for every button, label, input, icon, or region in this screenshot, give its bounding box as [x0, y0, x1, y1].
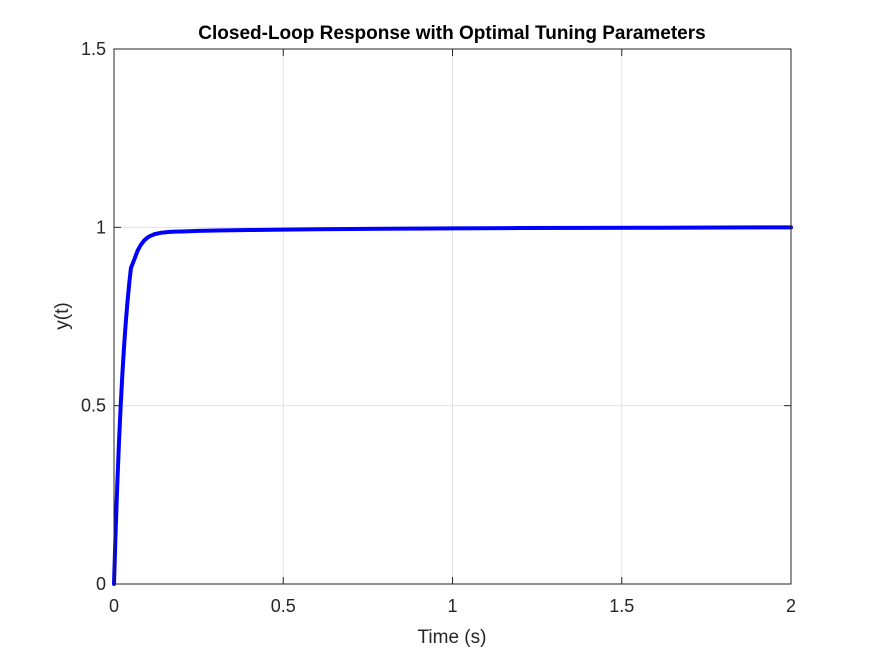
x-tick-label: 0.5: [271, 596, 296, 616]
series-layer: [112, 225, 793, 586]
ticks: 0 0.5 1 1.5 2 0 0.5 1 1.5: [81, 39, 796, 616]
x-tick-label: 0: [109, 596, 119, 616]
series-line: [112, 225, 793, 586]
chart-title: Closed-Loop Response with Optimal Tuning…: [198, 23, 705, 44]
x-tick-label: 1.5: [609, 596, 634, 616]
y-tick-label: 1: [96, 217, 106, 237]
y-tick-label: 0: [96, 574, 106, 594]
x-tick-label: 2: [786, 596, 796, 616]
x-tick-label: 1: [447, 596, 457, 616]
y-axis-label: y(t): [52, 302, 73, 329]
x-axis-label: Time (s): [418, 627, 487, 648]
y-tick-label: 0.5: [81, 396, 106, 416]
y-tick-label: 1.5: [81, 39, 106, 59]
